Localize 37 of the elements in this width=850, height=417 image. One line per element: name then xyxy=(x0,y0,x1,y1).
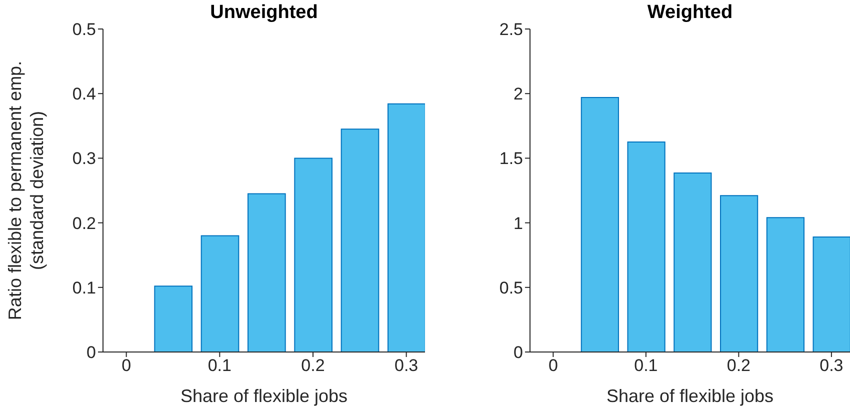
x-tick-label: 0.3 xyxy=(820,356,844,376)
bar xyxy=(154,286,192,352)
bar xyxy=(766,217,804,352)
y-tick-label: 0.1 xyxy=(72,278,96,298)
x-tick-label: 0 xyxy=(122,356,132,376)
x-tick-label: 0.1 xyxy=(208,356,232,376)
chart-title: Weighted xyxy=(646,2,734,24)
bar xyxy=(580,96,619,352)
y-axis-title: Ratio flexible to permanent emp. (standard deviation) xyxy=(5,60,47,320)
y-tick-label: 0 xyxy=(514,343,523,362)
y-tick-label: 0.3 xyxy=(72,149,96,168)
y-tick-label: 1 xyxy=(514,214,523,233)
y-tick-label: 0.5 xyxy=(499,278,523,298)
y-tick-label: 2.5 xyxy=(499,20,523,40)
bar xyxy=(200,235,240,352)
bar xyxy=(294,158,332,352)
bar xyxy=(340,128,380,352)
x-tick-label: 0 xyxy=(548,356,558,376)
bar xyxy=(720,195,758,352)
bar xyxy=(388,103,425,352)
bar xyxy=(674,172,712,352)
x-tick-label: 0.1 xyxy=(634,356,658,376)
y-tick-label: 0.4 xyxy=(72,84,96,104)
x-axis-title: Share of flexible jobs xyxy=(180,386,348,406)
x-axis-title: Share of flexible jobs xyxy=(606,386,774,406)
y-tick-label: 0.5 xyxy=(72,20,96,40)
x-tick-label: 0.3 xyxy=(394,356,418,376)
chart-title: Unweighted xyxy=(209,2,319,24)
x-tick-label: 0.2 xyxy=(301,356,325,376)
bar xyxy=(627,142,666,352)
y-tick-label: 2 xyxy=(514,84,523,104)
y-tick-label: 0.2 xyxy=(72,214,96,233)
bar xyxy=(248,193,286,352)
bar xyxy=(812,236,850,352)
x-tick-label: 0.2 xyxy=(726,356,751,376)
y-tick-label: 0 xyxy=(86,343,96,362)
y-tick-label: 1.5 xyxy=(499,149,523,168)
